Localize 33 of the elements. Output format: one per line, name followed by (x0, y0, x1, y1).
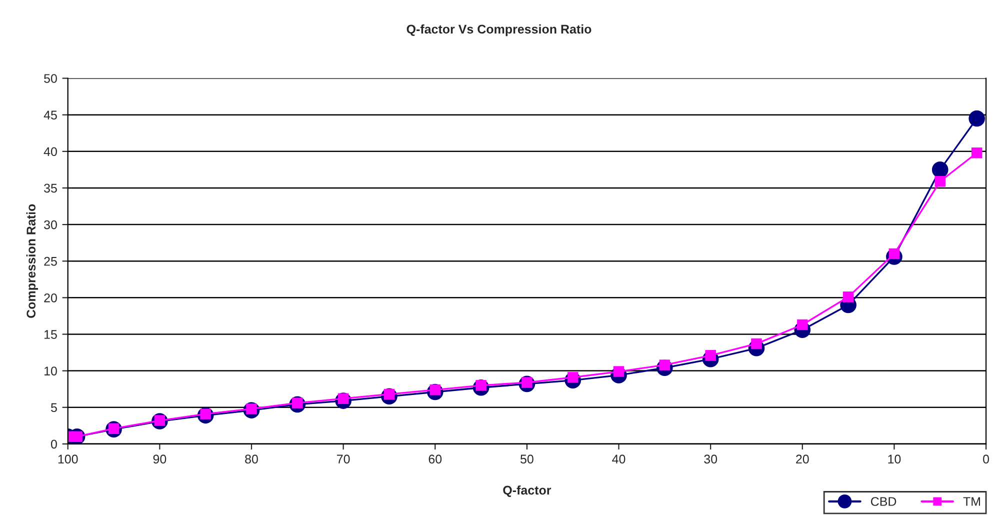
y-tick-label: 50 (44, 74, 57, 83)
x-tick-label: 10 (888, 454, 901, 464)
y-tick-label: 20 (44, 293, 57, 302)
x-tick-label: 70 (337, 454, 350, 464)
chart-title: Q-factor Vs Compression Ratio (406, 24, 592, 36)
x-tick-label: 20 (796, 454, 809, 464)
point (968, 110, 985, 127)
y-tick-label: 0 (50, 440, 57, 449)
y-tick-label: 30 (44, 220, 57, 230)
y-tick-label: 15 (44, 330, 57, 339)
x-tick-label: 60 (428, 454, 442, 464)
x-tick-label: 100 (58, 454, 78, 464)
x-tick-label: 90 (153, 454, 166, 464)
y-tick-label: 35 (44, 184, 57, 193)
legend-label: TM (963, 497, 980, 506)
y-tick-label: 5 (50, 403, 57, 412)
y-axis-title: Compression Ratio (26, 204, 38, 318)
legend-label: CBD (870, 497, 896, 506)
x-tick-label: 0 (983, 454, 990, 464)
x-tick-label: 30 (704, 454, 718, 464)
y-tick-label: 40 (44, 147, 57, 156)
x-tick-label: 80 (245, 454, 258, 464)
point (934, 176, 946, 187)
x-tick-label: 50 (520, 454, 534, 464)
point (797, 319, 808, 330)
x-axis-title: Q-factor (503, 485, 552, 497)
x-tick-label: 40 (612, 454, 626, 464)
y-tick-label: 10 (44, 366, 57, 376)
y-tick-label: 45 (44, 110, 57, 120)
point (842, 292, 854, 302)
point (971, 147, 982, 158)
point (932, 162, 948, 178)
y-tick-label: 25 (44, 256, 57, 266)
